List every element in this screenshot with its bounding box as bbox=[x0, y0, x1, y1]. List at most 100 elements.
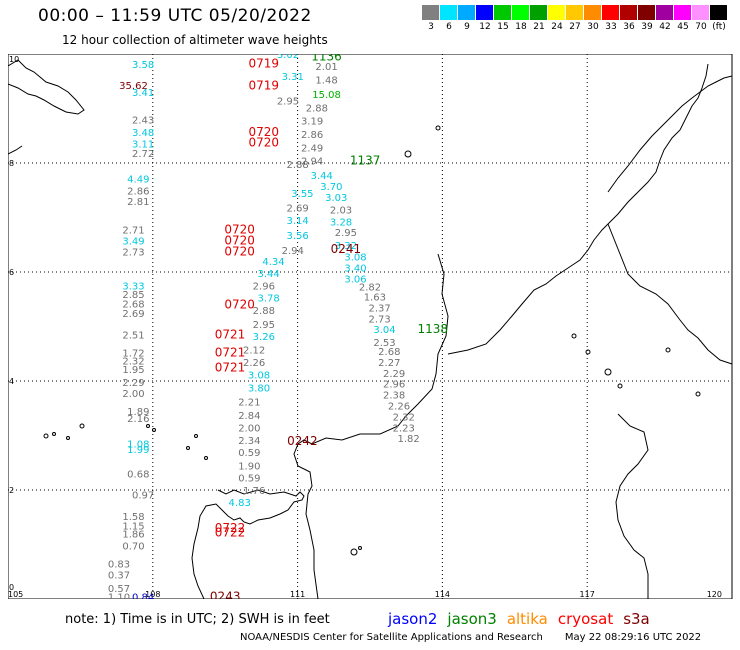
pass-time-label: 0721 bbox=[215, 346, 246, 360]
wave-height-label: 2.01 bbox=[315, 62, 337, 73]
color-scale-label: 15 bbox=[497, 22, 509, 32]
wave-height-label: 2.96 bbox=[383, 380, 405, 391]
wave-height-label: 3.70 bbox=[320, 182, 342, 193]
pass-time-label: 1136 bbox=[311, 54, 342, 64]
wave-height-label: 2.32 bbox=[122, 356, 144, 367]
wave-height-label: 2.94 bbox=[301, 156, 323, 167]
color-scale-label: 39 bbox=[641, 22, 653, 32]
wave-height-label: 3.06 bbox=[344, 275, 366, 286]
wave-height-label: 3.02 bbox=[277, 54, 299, 61]
map-subtitle: 12 hour collection of altimeter wave hei… bbox=[62, 33, 328, 47]
pass-time-label: 0243 bbox=[210, 589, 241, 599]
wave-height-label: 3.44 bbox=[258, 269, 280, 280]
wave-height-label: 2.94 bbox=[282, 246, 304, 257]
wave-height-label: 2.23 bbox=[393, 423, 415, 434]
wave-height-label: 0.59 bbox=[238, 473, 260, 484]
wave-height-label: 1.76 bbox=[243, 486, 265, 497]
wave-height-label: 0.59 bbox=[238, 448, 260, 459]
y-tick-label: 2 bbox=[9, 486, 14, 495]
wave-height-label: 2.95 bbox=[277, 96, 299, 107]
pass-time-label: 1138 bbox=[417, 322, 448, 336]
wave-height-label: 2.32 bbox=[393, 412, 415, 423]
coastline-borneo bbox=[293, 253, 449, 599]
graticule bbox=[8, 54, 732, 599]
wave-height-label: 2.38 bbox=[383, 391, 405, 402]
wave-height-label: 2.81 bbox=[127, 197, 149, 208]
wave-height-label: 3.28 bbox=[330, 217, 352, 228]
color-scale-swatch bbox=[692, 5, 710, 20]
wave-height-label: 2.73 bbox=[369, 314, 391, 325]
x-tick-label: 120 bbox=[707, 590, 722, 599]
wave-height-label: 1.08 bbox=[127, 440, 149, 451]
pass-time-label: 1137 bbox=[350, 153, 381, 167]
pass-time-label: 0720 bbox=[249, 125, 280, 139]
color-scale-label: 21 bbox=[533, 22, 545, 32]
color-scale-label: 12 bbox=[479, 22, 491, 32]
wave-height-label: 3.31 bbox=[282, 72, 304, 83]
color-scale-label: 3 bbox=[428, 22, 434, 32]
wave-height-label: 2.43 bbox=[132, 115, 154, 126]
color-scale-label: 24 bbox=[551, 22, 563, 32]
wave-height-label: 1.72 bbox=[122, 349, 144, 360]
color-scale-swatch bbox=[710, 5, 728, 20]
wave-height-label: 2.51 bbox=[122, 331, 144, 342]
y-tick-label: 0 bbox=[9, 583, 14, 592]
wave-height-label: 3.44 bbox=[311, 171, 333, 182]
wave-height-label: 2.88 bbox=[286, 160, 308, 171]
wave-height-label: 1.82 bbox=[397, 434, 419, 445]
wave-height-label: 2.34 bbox=[238, 436, 260, 447]
color-scale-label: 27 bbox=[569, 22, 581, 32]
wave-height-label: 2.27 bbox=[378, 358, 400, 369]
color-scale-label: 70 bbox=[695, 22, 707, 32]
y-tick-label: 6 bbox=[9, 268, 14, 277]
wave-height-label: 3.56 bbox=[286, 231, 308, 242]
color-scale-swatch bbox=[548, 5, 566, 20]
color-scale-swatch bbox=[638, 5, 656, 20]
color-scale-swatch bbox=[440, 5, 458, 20]
wave-height-label: 2.82 bbox=[359, 283, 381, 294]
color-scale-swatch bbox=[512, 5, 530, 20]
wave-height-label: 4.49 bbox=[127, 174, 149, 185]
map-title: 00:00 – 11:59 UTC 05/20/2022 bbox=[38, 6, 312, 26]
color-scale-swatch bbox=[656, 5, 674, 20]
wave-height-label: 0.97 bbox=[132, 490, 154, 501]
x-tick-label: 111 bbox=[290, 590, 305, 599]
wave-height-label: 2.26 bbox=[243, 358, 265, 369]
x-tick-label: 108 bbox=[145, 590, 160, 599]
color-scale-label: 9 bbox=[464, 22, 470, 32]
small-islands bbox=[43, 125, 701, 556]
wave-height-label: 4.83 bbox=[229, 498, 251, 509]
pass-time-label: 0721 bbox=[215, 360, 246, 374]
wave-height-label: 3.03 bbox=[325, 193, 347, 204]
pass-time-label: 0720 bbox=[224, 298, 255, 312]
axis-ticks: 105 108 111 114 117 120 0 2 4 6 8 10 bbox=[8, 55, 722, 599]
pass-time-label: 0242 bbox=[287, 434, 318, 448]
satellite-legend: jason2 jason3 altika cryosat s3a bbox=[388, 610, 650, 628]
wave-height-label: 1.95 bbox=[122, 365, 144, 376]
wave-height-label: 0.84 bbox=[132, 592, 154, 599]
color-scale-swatch bbox=[584, 5, 602, 20]
wave-height-label: 1.48 bbox=[315, 76, 337, 87]
satellite-legend-cryosat: cryosat bbox=[557, 610, 614, 628]
wave-height-label: 3.55 bbox=[291, 189, 313, 200]
wave-height-label: 3.11 bbox=[132, 139, 154, 150]
wave-height-label: 2.96 bbox=[253, 282, 275, 293]
color-scale-label: 45 bbox=[677, 22, 689, 32]
wave-height-label: 1.10 bbox=[108, 592, 130, 599]
wave-height-label: 2.71 bbox=[122, 225, 144, 236]
altimeter-map[interactable]: 105 108 111 114 117 120 0 2 4 6 8 10 3.02 1136 3.58 07… bbox=[8, 54, 738, 599]
wave-height-label: 2.29 bbox=[122, 378, 144, 389]
wave-height-label: 2.68 bbox=[378, 347, 400, 358]
wave-height-label: 1.86 bbox=[122, 530, 144, 541]
satellite-legend-jason2: jason2 bbox=[388, 610, 438, 628]
pass-time-label: 0722 bbox=[215, 521, 246, 535]
wave-height-label: 0.37 bbox=[108, 570, 130, 581]
pass-time-label: 0719 bbox=[249, 79, 280, 93]
wave-height-label: 1.90 bbox=[238, 461, 260, 472]
pass-time-label: 0720 bbox=[224, 244, 255, 258]
wave-height-label: 0.68 bbox=[127, 470, 149, 481]
pass-time-label: 0720 bbox=[224, 222, 255, 236]
satellite-legend-altika: altika bbox=[506, 610, 548, 628]
wave-height-label: 2.00 bbox=[122, 389, 144, 400]
wave-height-label: 0.57 bbox=[108, 584, 130, 595]
